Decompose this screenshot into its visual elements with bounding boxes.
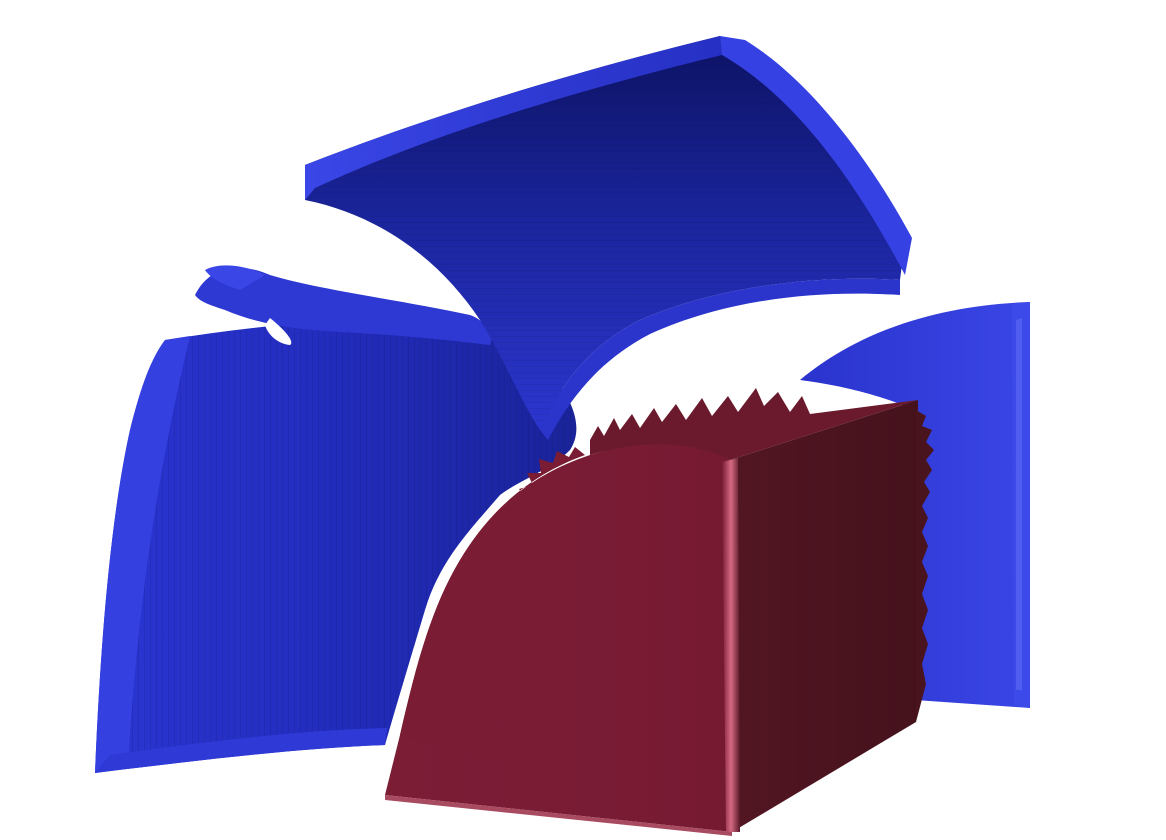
cube (385, 388, 934, 836)
top-shell (305, 36, 912, 440)
left-shell (95, 265, 577, 773)
